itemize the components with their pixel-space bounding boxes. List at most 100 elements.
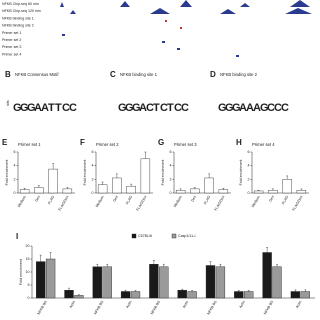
motif-letter: G [260,102,269,114]
error-bar [247,290,250,292]
motif-letter: C [281,102,289,114]
motif-letter: G [132,102,141,114]
y-tick-label: 4 [170,164,172,168]
bar [204,177,214,194]
primer-2 [162,41,165,43]
y-tick-label: 15 [26,257,30,261]
track-label: Primer set 1 [2,31,21,35]
legend-swatch [171,233,177,239]
y-tick-label: 0 [28,296,30,300]
y-axis-label: Fold enrichment [5,160,9,186]
y-tick-label: 6 [92,150,94,154]
browser-peaks [60,0,312,57]
motif-letter: G [232,102,241,114]
x-tick-label: FLAG/Dex [58,195,70,212]
error-bar [23,188,26,190]
motif-letter: A [239,102,247,114]
bar [97,184,108,194]
legend-label: C57BL/6 [138,234,152,238]
y-tick-label: 2 [14,177,16,181]
legend-swatch [131,233,137,239]
y-tick-label: 4 [248,164,250,168]
x-tick-label: FLAG/Dex [214,195,226,212]
error-bar [257,190,260,191]
bar [45,258,56,299]
bar [272,266,282,299]
error-bar [66,187,69,189]
x-tick-label: Medium [95,195,105,208]
error-bar [37,185,40,188]
track-label: Primer set 2 [2,38,21,42]
error-bar [106,264,109,267]
bar [140,158,151,194]
motif-letter: C [267,102,275,114]
panel-letter: D [210,70,216,79]
x-tick-label: NFKB BS [93,299,104,315]
error-bar [181,288,184,291]
motif-letter: G [27,102,36,114]
bar [253,190,264,194]
y-tick-label: 0 [248,191,250,195]
bar [296,190,307,194]
y-tick-label: 10 [26,270,30,274]
bar [92,266,102,299]
error-bar [286,175,289,180]
primer-4 [236,55,239,57]
bar [205,265,216,299]
bar [120,291,131,299]
bar [159,266,169,299]
motif-letter: T [48,102,55,114]
x-tick-label: FLAG [281,195,289,205]
x-tick-label: NFKB BS [263,299,274,315]
error-bar [193,187,196,189]
error-bar [209,261,212,266]
panel-letter: G [158,138,164,147]
error-bar [115,173,118,178]
panel-letter: E [2,138,8,147]
y-tick-label: 5 [28,283,30,287]
motif-title: NFKB Consensus Motif [15,72,59,77]
motif-letter: C [174,102,182,114]
x-tick-label: FLAG [47,195,55,205]
panel-letter: I [16,232,18,241]
bar [187,291,197,299]
error-bar [96,264,99,267]
motif-letter: A [246,102,254,114]
x-tick-label: Medium [251,195,261,208]
bar [19,189,30,194]
bar [62,188,73,194]
bar [290,291,301,299]
y-tick-label: 2 [170,177,172,181]
motif-letter: T [55,102,62,114]
primer-1 [62,34,65,36]
x-tick-label: Medium [17,195,27,208]
error-bar [304,289,307,292]
site-2 [180,27,182,29]
error-bar [271,188,274,191]
x-tick-label: Dex [190,195,197,203]
bar [126,185,136,194]
x-tick-label: NFKB BS [206,299,217,315]
y-tick-label: 4 [92,164,94,168]
site-1 [165,20,167,22]
track-label: NFKB Chip-seq 120 min [2,9,41,13]
bar [130,291,141,299]
motif-letter: A [253,102,261,114]
bar [177,290,187,299]
motif-letter: A [34,102,42,114]
x-tick-label: Dex [268,195,275,203]
x-tick-label: NFKB BS [37,299,48,315]
bar [74,295,84,299]
error-bar [191,290,194,292]
motif-letter: A [139,102,147,114]
error-bar [101,181,104,185]
y-tick-label: 20 [26,244,30,248]
y-tick-label: 6 [248,150,250,154]
bar [300,291,310,299]
error-bar [266,247,269,253]
primer-3 [177,48,180,50]
motif-letter: T [167,102,174,114]
bar [175,190,186,194]
error-bar [208,173,211,178]
